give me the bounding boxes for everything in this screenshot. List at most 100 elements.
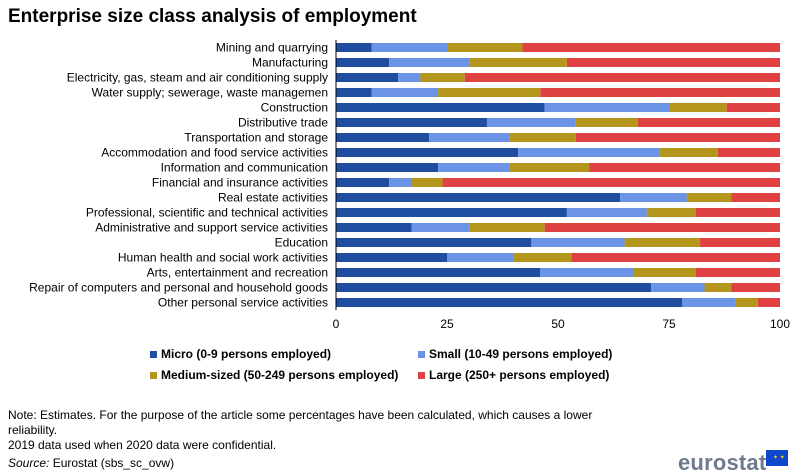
bar-segment-micro xyxy=(336,298,683,307)
category-label: Mining and quarrying xyxy=(216,41,328,55)
category-label: Other personal service activities xyxy=(158,296,328,310)
bar-segment-large xyxy=(731,283,780,292)
bar-segment-small xyxy=(411,223,470,232)
legend-label-small: Small (10-49 persons employed) xyxy=(429,347,613,361)
stacked-bar-chart: Mining and quarryingManufacturingElectri… xyxy=(29,40,790,331)
bar-segment-medium xyxy=(469,223,545,232)
bar-segment-large xyxy=(544,223,780,232)
bar-segment-micro xyxy=(336,103,545,112)
bar-segment-small xyxy=(566,208,647,217)
eurostat-logo: eurostat xyxy=(678,450,767,475)
bar-segment-large xyxy=(726,103,780,112)
bar-segment-micro xyxy=(336,73,399,82)
source-line: Source: Eurostat (sbs_sc_ovw) xyxy=(8,456,174,471)
category-label: Distributive trade xyxy=(238,116,328,130)
legend-swatch-micro xyxy=(150,351,157,358)
legend-item-small: Small (10-49 persons employed) xyxy=(418,347,612,361)
bar-segment-medium xyxy=(646,208,696,217)
bar-segment-medium xyxy=(513,253,572,262)
note-line-3: 2019 data used when 2020 data were confi… xyxy=(8,438,277,452)
category-label: Real estate activities xyxy=(218,191,328,205)
bar-segment-micro xyxy=(336,208,567,217)
bar-segment-micro xyxy=(336,268,541,277)
bar-segment-small xyxy=(371,43,447,52)
category-label: Information and communication xyxy=(161,161,328,175)
x-tick-label: 100 xyxy=(770,317,790,331)
bar-segment-medium xyxy=(447,43,523,52)
category-label: Arts, entertainment and recreation xyxy=(147,266,328,280)
bar-segment-large xyxy=(571,253,780,262)
bar-segment-micro xyxy=(336,253,447,262)
bar-segment-small xyxy=(429,133,510,142)
category-label: Transportation and storage xyxy=(184,131,328,145)
bar-segment-small xyxy=(531,238,625,247)
note-line-1: Note: Estimates. For the purpose of the … xyxy=(8,408,593,422)
category-label: Electricity, gas, steam and air conditio… xyxy=(67,71,328,85)
bar-segment-micro xyxy=(336,178,390,187)
bar-segment-medium xyxy=(660,148,718,157)
category-label: Administrative and support service activ… xyxy=(95,221,328,235)
bar-segment-large xyxy=(700,238,780,247)
x-tick-label: 50 xyxy=(551,317,565,331)
bar-segment-large xyxy=(522,43,780,52)
bar-segment-micro xyxy=(336,148,519,157)
source-label: Source: xyxy=(8,456,50,470)
legend-item-micro: Micro (0-9 persons employed) xyxy=(150,347,331,361)
x-tick-label: 25 xyxy=(440,317,454,331)
bar-segment-small xyxy=(620,193,687,202)
bar-segment-large xyxy=(442,178,780,187)
legend-swatch-large xyxy=(418,372,425,379)
legend-label-micro: Micro (0-9 persons employed) xyxy=(161,347,332,361)
bar-segment-micro xyxy=(336,58,390,67)
category-label: Financial and insurance activities xyxy=(152,176,328,190)
bar-segment-small xyxy=(486,118,576,127)
bar-segment-micro xyxy=(336,43,372,52)
bar-segment-large xyxy=(731,193,780,202)
bar-segment-large xyxy=(575,133,780,142)
bar-segment-medium xyxy=(686,193,732,202)
bar-segment-medium xyxy=(633,268,696,277)
bar-segment-medium xyxy=(704,283,732,292)
bar-segment-medium xyxy=(509,133,576,142)
bar-segment-large xyxy=(695,208,780,217)
bar-segment-small xyxy=(447,253,514,262)
category-label: Education xyxy=(275,236,328,250)
bar-segment-large xyxy=(589,163,780,172)
bar-segment-medium xyxy=(669,103,727,112)
x-tick-label: 0 xyxy=(333,317,340,331)
note-line-2: reliability. xyxy=(8,423,58,437)
bar-segment-small xyxy=(398,73,421,82)
bar-segment-micro xyxy=(336,118,487,127)
legend-item-medium: Medium-sized (50-249 persons employed) xyxy=(150,368,398,382)
bar-segment-large xyxy=(757,298,780,307)
bar-segment-small xyxy=(682,298,736,307)
bar-segment-small xyxy=(389,178,412,187)
bar-segment-medium xyxy=(575,118,638,127)
category-label: Repair of computers and personal and hou… xyxy=(29,281,328,295)
category-label: Construction xyxy=(261,101,328,115)
bar-segment-micro xyxy=(336,133,430,142)
bar-segment-small xyxy=(518,148,661,157)
bar-segment-small xyxy=(540,268,634,277)
bar-segment-micro xyxy=(336,238,532,247)
category-label: Accommodation and food service activitie… xyxy=(101,146,328,160)
bar-segment-medium xyxy=(411,178,443,187)
chart-title: Enterprise size class analysis of employ… xyxy=(8,6,417,27)
category-label: Water supply; sewerage, waste managemen xyxy=(92,86,328,100)
legend-item-large: Large (250+ persons employed) xyxy=(418,368,609,382)
bar-segment-medium xyxy=(438,88,541,97)
bar-segment-large xyxy=(637,118,780,127)
legend-label-medium: Medium-sized (50-249 persons employed) xyxy=(161,368,399,382)
bar-segment-micro xyxy=(336,283,652,292)
bar-segment-small xyxy=(651,283,705,292)
bar-segment-small xyxy=(544,103,669,112)
bar-segment-micro xyxy=(336,223,412,232)
source-text: Eurostat (sbs_sc_ovw) xyxy=(49,456,175,470)
bar-segment-large xyxy=(695,268,780,277)
bar-segment-medium xyxy=(735,298,758,307)
category-label: Manufacturing xyxy=(252,56,328,70)
legend-swatch-medium xyxy=(150,372,157,379)
legend-swatch-small xyxy=(418,351,425,358)
bar-segment-medium xyxy=(509,163,590,172)
bar-segment-small xyxy=(389,58,470,67)
